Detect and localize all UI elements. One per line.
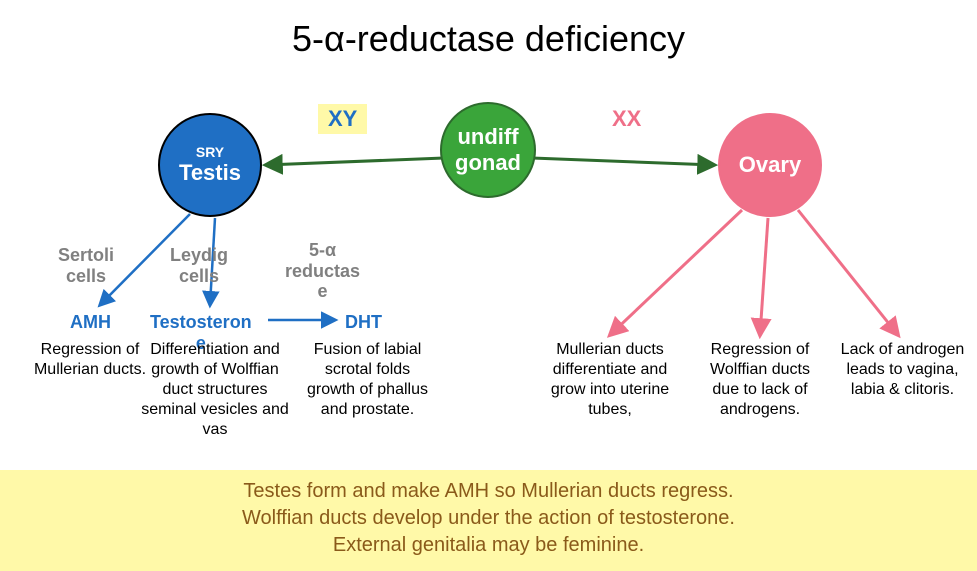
diagram-stage: undiff gonad SRY Testis Ovary XY XX Sert… [0,0,977,562]
edge-label-leydig: Leydig cells [170,245,228,286]
edge-label-reductase-l3: e [318,281,328,301]
desc-testosterone: Differentiation and growth of Wolffian d… [135,340,295,440]
desc-amh: Regression of Mullerian ducts. [30,340,150,380]
node-testis-label: Testis [179,160,241,186]
hormone-testosterone-l1: Testosteron [150,312,252,332]
edge-label-sertoli-l1: Sertoli [58,245,114,265]
node-testis-sry: SRY [196,144,224,160]
hormone-dht: DHT [345,312,382,333]
label-xy: XY [318,104,367,134]
desc-dht: Fusion of labial scrotal folds growth of… [300,340,435,420]
node-undiff-line1: undiff [457,124,518,150]
desc-ovary-external: Lack of androgen leads to vagina, labia … [840,340,965,400]
node-undiff-gonad: undiff gonad [440,102,536,198]
node-ovary: Ovary [718,113,822,217]
edge-label-sertoli-l2: cells [66,266,106,286]
edge-label-leydig-l1: Leydig [170,245,228,265]
desc-ovary-mullerian: Mullerian ducts differentiate and grow i… [545,340,675,420]
hormone-amh: AMH [70,312,111,333]
summary-line2: Wolffian ducts develop under the action … [0,505,977,532]
node-testis: SRY Testis [158,113,262,217]
desc-ovary-wolffian: Regression of Wolffian ducts due to lack… [695,340,825,420]
edge-label-reductase: 5-α reductas e [285,240,360,302]
summary-line1: Testes form and make AMH so Mullerian du… [0,478,977,505]
label-xx: XX [612,106,641,132]
edge-label-reductase-l2: reductas [285,261,360,281]
edge-label-leydig-l2: cells [179,266,219,286]
edge-label-sertoli: Sertoli cells [58,245,114,286]
summary-box: Testes form and make AMH so Mullerian du… [0,470,977,571]
node-undiff-line2: gonad [455,150,521,176]
summary-line3: External genitalia may be feminine. [0,532,977,559]
edge-label-reductase-l1: 5-α [309,240,336,260]
node-ovary-label: Ovary [739,152,801,178]
